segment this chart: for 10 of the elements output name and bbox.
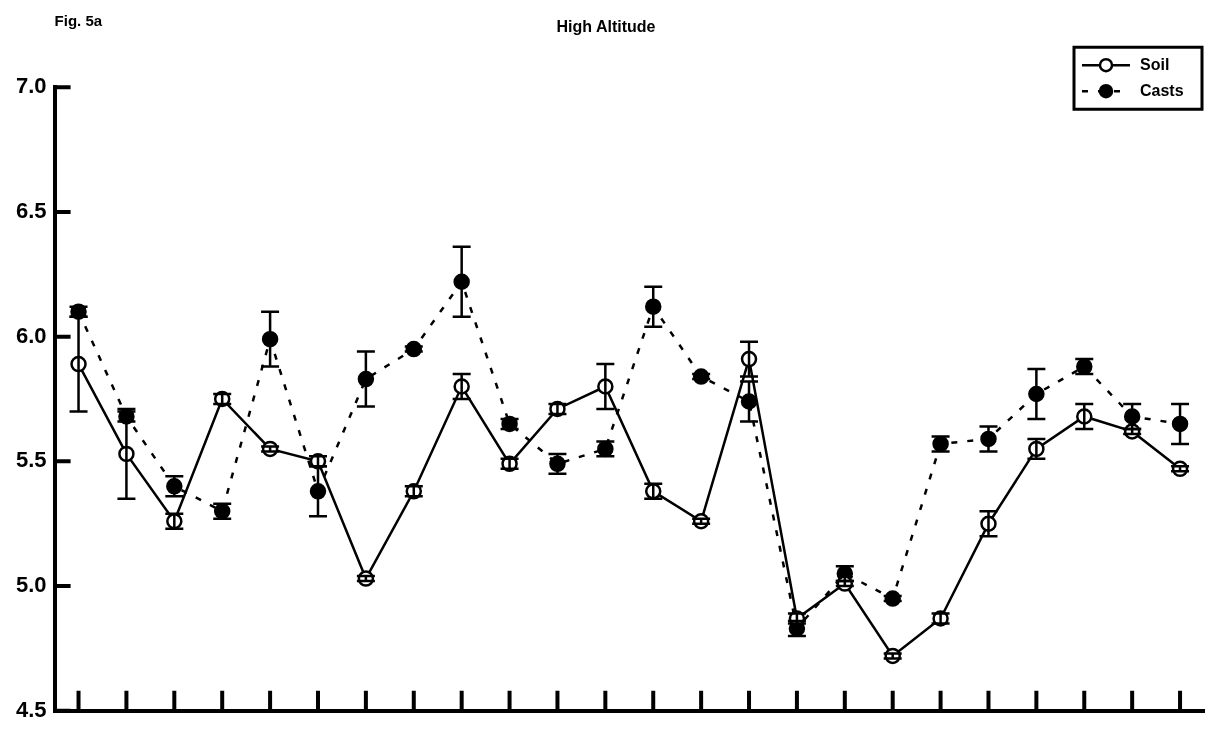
chart-title: High Altitude (556, 18, 656, 36)
y-tick-label: 7.0 (15, 73, 47, 99)
y-tick-label: 6.5 (15, 197, 47, 223)
y-tick-label: 5.0 (15, 572, 47, 598)
legend-label: Casts (1140, 81, 1184, 99)
y-tick-label: 6.0 (15, 322, 47, 348)
caption: Fig. 5a (54, 11, 103, 29)
y-tick-label: 4.5 (15, 696, 47, 722)
legend-label: Soil (1140, 55, 1170, 73)
y-tick-label: 5.5 (15, 447, 47, 473)
